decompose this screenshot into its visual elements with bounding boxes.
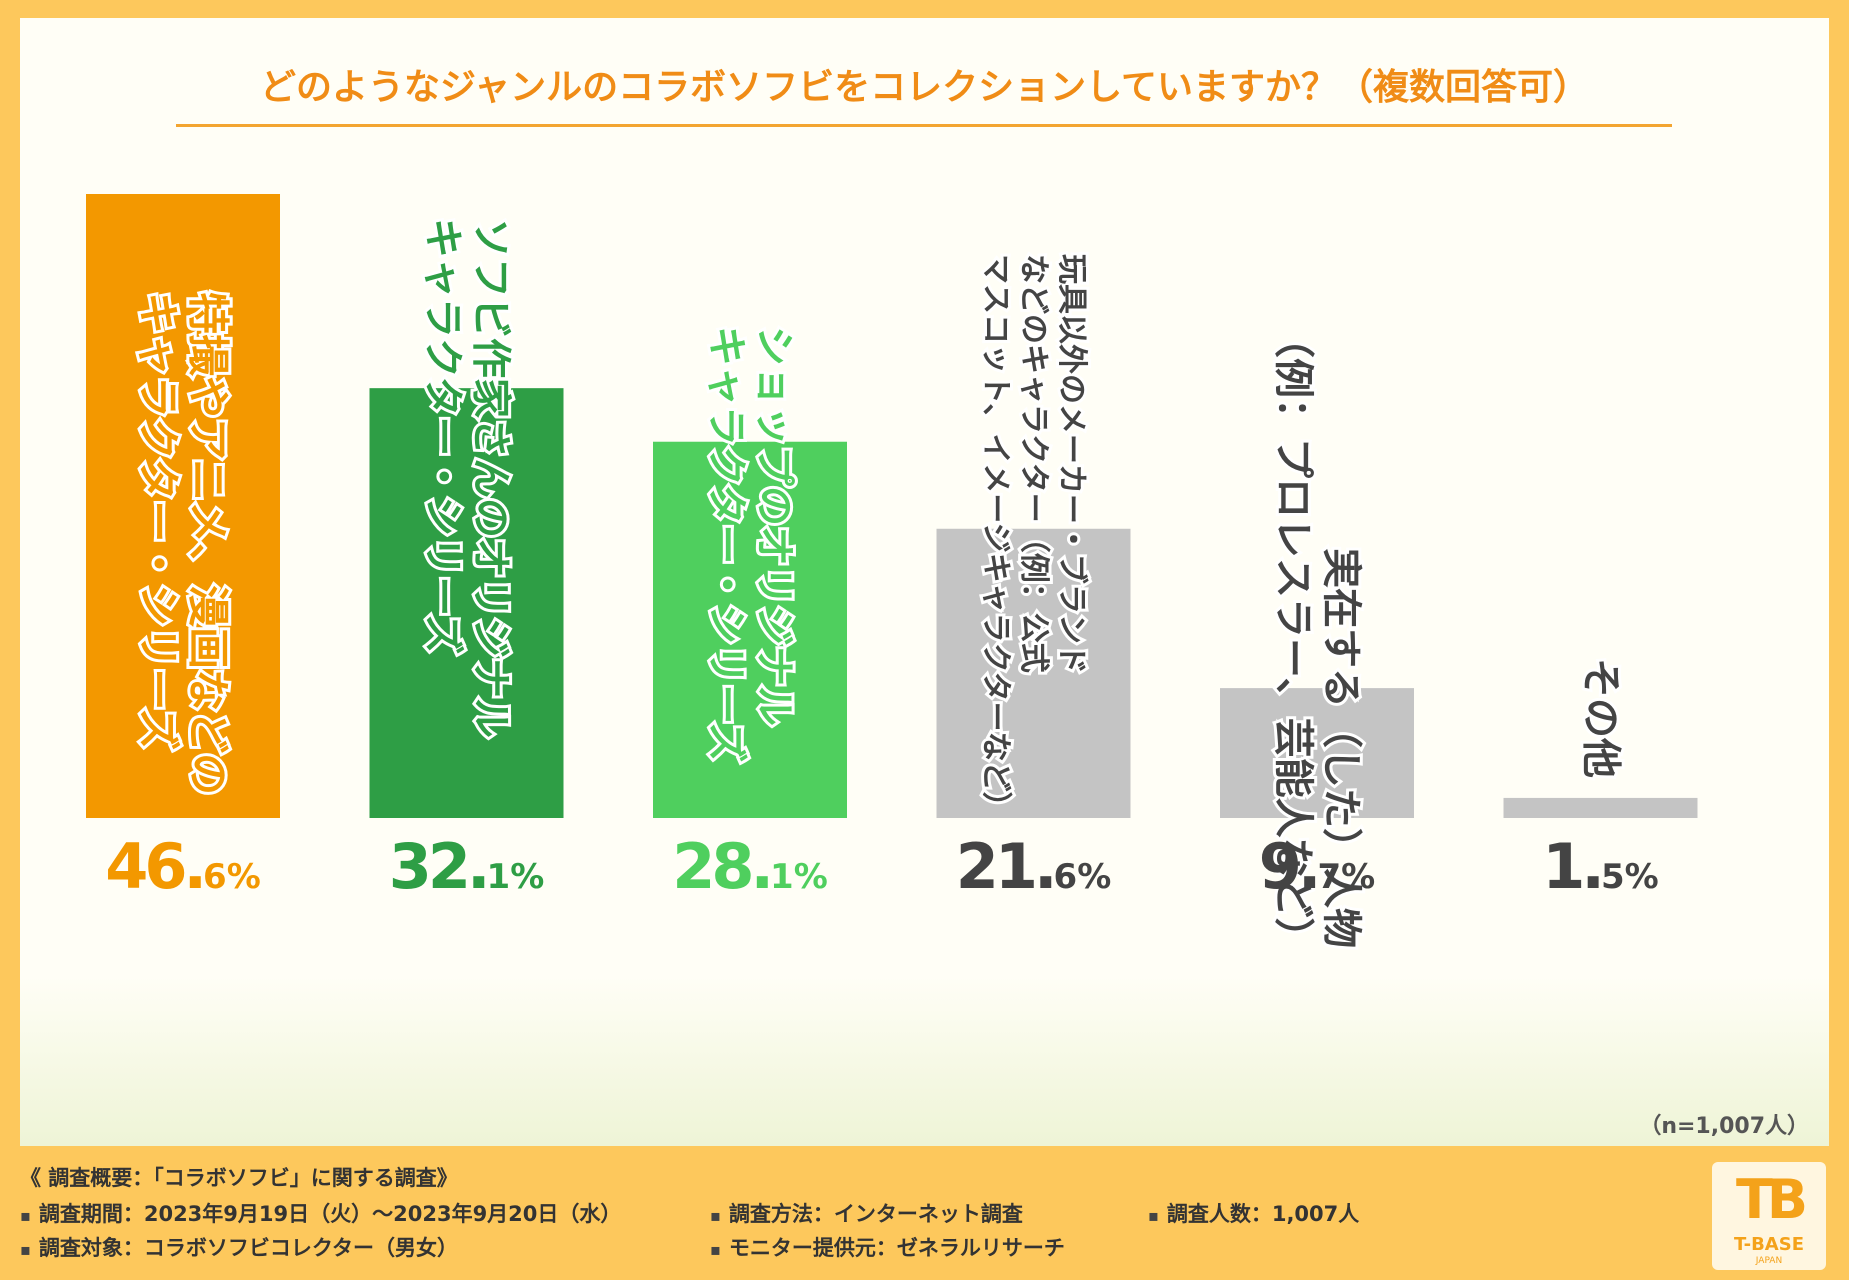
category-label-1-2: キャラクター・シリーズ	[134, 292, 183, 750]
bar-4	[936, 528, 1131, 818]
category-label-4-1: 玩具以外のメーカー・ブランド	[1054, 254, 1089, 674]
survey-overview: 《 調査概要：「コラボソフビ」に関する調査》	[20, 1166, 458, 1190]
category-label-5-1: 実在する（した）人物	[1318, 548, 1364, 948]
logo-mark: TB	[1736, 1168, 1808, 1231]
category-label-1-1: 特撮やアニメ、漫画などの	[184, 292, 233, 795]
category-label-6-1: その他	[1578, 658, 1624, 778]
title-underline	[176, 124, 1672, 127]
bullet-icon: ▪	[710, 1240, 721, 1259]
category-label-3-1: ショップのオリジナル	[751, 326, 797, 726]
bullet-icon: ▪	[1148, 1206, 1159, 1225]
category-label-5-2: （例：プロレスラー、芸能人など）	[1270, 318, 1316, 958]
chart-panel: どのようなジャンルのコラボソフビをコレクションしていますか？（複数回答可） 特撮…	[20, 18, 1829, 1146]
bar-2	[369, 388, 564, 818]
sample-size-note: （n=1,007人）	[1639, 1114, 1809, 1139]
bullet-icon: ▪	[710, 1206, 721, 1225]
logo-name: T-BASE	[1733, 1234, 1804, 1255]
value-label-4: 21.6%	[956, 830, 1112, 903]
bar-5	[1220, 688, 1414, 818]
bullet-icon: ▪	[20, 1206, 31, 1225]
survey-period-row: ▪ 調査期間：2023年9月19日（火）～2023年9月20日（水）	[20, 1198, 621, 1228]
survey-provider: モニター提供元：ゼネラルリサーチ	[728, 1236, 1065, 1260]
bar-3	[653, 441, 847, 818]
category-label-2-2: キャラクター・シリーズ	[420, 218, 466, 654]
survey-period: 調査期間：2023年9月19日（火）～2023年9月20日（水）	[38, 1202, 622, 1226]
survey-method-row: ▪ 調査方法：インターネット調査	[710, 1198, 1023, 1228]
survey-footer: 《 調査概要：「コラボソフビ」に関する調査》 ▪ 調査期間：2023年9月19日（…	[20, 1162, 1700, 1272]
category-label-2-1: ソフビ作家さんのオリジナル	[468, 218, 514, 738]
bar-1	[86, 194, 280, 818]
category-label-3-2: キャラクター・シリーズ	[703, 326, 749, 762]
survey-count: 調査人数：1,007人	[1166, 1202, 1360, 1226]
survey-count-row: ▪ 調査人数：1,007人	[1148, 1198, 1359, 1228]
value-label-2: 32.1%	[389, 830, 545, 903]
bar-6	[1503, 797, 1698, 818]
t-base-logo: TB T-BASE JAPAN	[1712, 1162, 1826, 1270]
value-label-1: 46.6%	[105, 830, 261, 903]
value-label-6: 1.5%	[1542, 830, 1658, 903]
value-label-3: 28.1%	[672, 830, 828, 903]
value-label-5: 9.7%	[1259, 830, 1375, 903]
bullet-icon: ▪	[20, 1240, 31, 1259]
survey-provider-row: ▪ モニター提供元：ゼネラルリサーチ	[710, 1232, 1065, 1262]
chart-title: どのようなジャンルのコラボソフビをコレクションしていますか？（複数回答可）	[259, 67, 1590, 108]
survey-target-row: ▪ 調査対象：コラボソフビコレクター（男女）	[20, 1232, 458, 1262]
background-ground	[20, 976, 1829, 1146]
survey-target: 調査対象：コラボソフビコレクター（男女）	[38, 1236, 459, 1260]
category-label-4-3: マスコット、イメージキャラクターなど）	[978, 254, 1013, 822]
logo-sub: JAPAN	[1755, 1256, 1783, 1266]
bar-chart: 特撮やアニメ、漫画などのキャラクター・シリーズ46.6%ソフビ作家さんのオリジナ…	[86, 194, 1698, 961]
category-label-4-2: などのキャラクター（例：公式	[1016, 254, 1051, 673]
survey-method: 調査方法：インターネット調査	[728, 1202, 1023, 1226]
